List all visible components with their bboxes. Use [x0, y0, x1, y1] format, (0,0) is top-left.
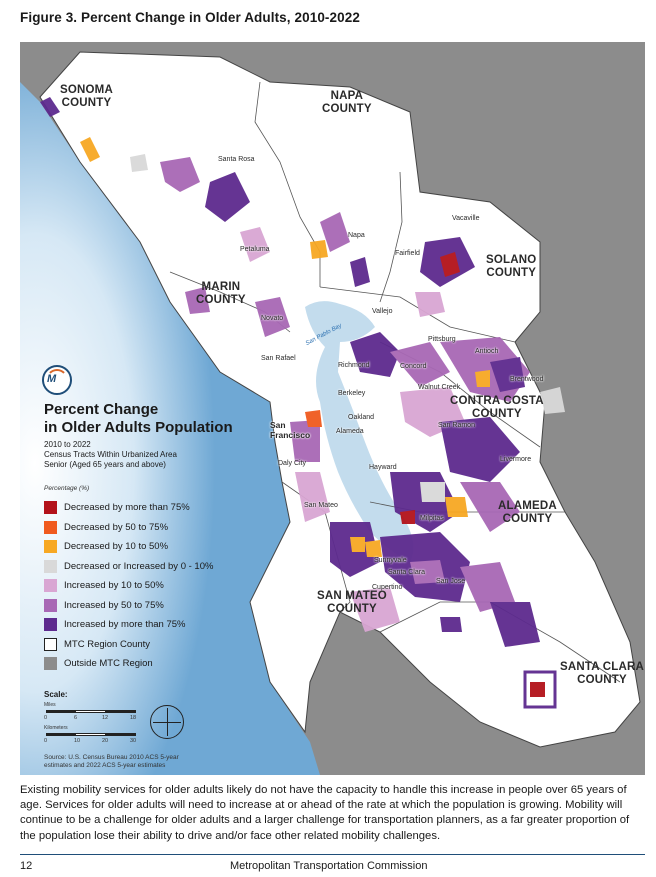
north-arrow-icon — [150, 705, 184, 739]
county-label-san-mateo: SAN MATEO COUNTY — [317, 590, 387, 615]
legend-subtitle: 2010 to 2022 Census Tracts Within Urbani… — [44, 440, 177, 469]
city-label: Berkeley — [338, 390, 366, 397]
legend-swatch — [44, 618, 57, 632]
city-label: Brentwood — [510, 376, 544, 383]
legend-swatch — [44, 520, 57, 534]
source-note: Source: U.S. Census Bureau 2010 ACS 5-ye… — [44, 754, 179, 769]
city-label: Antioch — [475, 348, 499, 355]
legend-item: MTC Region County — [44, 635, 213, 655]
scale-bar-km — [46, 733, 136, 736]
city-label: San Rafael — [261, 355, 296, 362]
city-label: Sunnyvale — [374, 557, 407, 564]
city-label: Cupertino — [372, 584, 403, 591]
legend-item: Decreased by 10 to 50% — [44, 537, 213, 557]
legend-title: Percent Change in Older Adults Populatio… — [44, 401, 233, 436]
city-label: Vacaville — [452, 215, 480, 222]
county-label-santa-clara: SANTA CLARA COUNTY — [560, 661, 644, 686]
county-label-contra-costa: CONTRA COSTA COUNTY — [450, 395, 544, 420]
county-label-marin: MARIN COUNTY — [196, 281, 246, 306]
city-label: Walnut Creek — [418, 384, 461, 391]
city-label: San Francisco — [270, 420, 311, 440]
scale-tick: 0 — [44, 715, 48, 721]
legend-item: Increased by more than 75% — [44, 615, 213, 635]
legend-swatch — [44, 598, 57, 612]
legend-swatch — [44, 501, 57, 515]
legend-item: Outside MTC Region — [44, 654, 213, 674]
legend-swatch — [44, 540, 57, 554]
city-label: Santa Clara — [388, 569, 425, 576]
city-label: Fairfield — [395, 250, 420, 257]
body-paragraph: Existing mobility services for older adu… — [20, 784, 630, 842]
scale-title: Scale: — [44, 690, 68, 699]
census-tracts — [40, 97, 565, 709]
san-francisco-bay — [305, 301, 414, 562]
footer-organization: Metropolitan Transportation Commission — [230, 860, 428, 872]
scale-tick: 0 — [44, 738, 48, 744]
legend-caption: Percentage (%) — [44, 485, 90, 492]
city-label: Oakland — [348, 414, 375, 421]
county-label-solano: SOLANO COUNTY — [486, 254, 537, 279]
city-label: Petaluma — [240, 246, 270, 253]
mtc-logo: M — [42, 365, 72, 395]
map: SONOMA COUNTY NAPA COUNTY SOLANO COUNTY MAR… — [20, 42, 645, 775]
city-label: Hayward — [369, 464, 397, 471]
scale-bar-miles — [46, 710, 136, 713]
city-label: Daly City — [278, 460, 307, 467]
scale-km-label: Kilometers — [44, 725, 68, 731]
legend-item: Increased by 10 to 50% — [44, 576, 213, 596]
city-label: Novato — [261, 315, 284, 322]
city-label: San Mateo — [304, 502, 338, 509]
city-label: Vallejo — [372, 308, 393, 315]
page-number: 12 — [20, 860, 33, 872]
city-label: Livermore — [500, 456, 532, 463]
county-label-napa: NAPA COUNTY — [322, 90, 372, 115]
city-label: Milpitas — [420, 515, 444, 522]
scale-tick: 20 — [102, 738, 109, 744]
scale-tick: 18 — [130, 715, 137, 721]
county-label-sonoma: SONOMA COUNTY — [60, 84, 113, 109]
legend-swatch — [44, 637, 57, 651]
map-canvas — [20, 51, 641, 775]
figure-title: Figure 3. Percent Change in Older Adults… — [20, 10, 360, 25]
scale-tick: 30 — [130, 738, 137, 744]
ocean — [20, 82, 320, 775]
city-label: Richmond — [338, 362, 370, 369]
city-label: Alameda — [336, 428, 364, 435]
city-label: Concord — [400, 363, 427, 370]
legend-item: Decreased by 50 to 75% — [44, 518, 213, 538]
legend-swatch — [44, 559, 57, 573]
county-label-alameda: ALAMEDA COUNTY — [498, 500, 557, 525]
legend-list: Decreased by more than 75% Decreased by … — [44, 498, 213, 674]
legend-item: Increased by 50 to 75% — [44, 596, 213, 616]
scale-tick: 12 — [102, 715, 109, 721]
legend-item: Decreased by more than 75% — [44, 498, 213, 518]
city-label: Santa Rosa — [218, 156, 255, 163]
legend-swatch — [44, 579, 57, 593]
city-label: San Jose — [436, 578, 466, 585]
city-label: Napa — [348, 232, 365, 239]
scale-tick: 10 — [74, 738, 81, 744]
city-label: San Ramon — [438, 422, 475, 429]
scale-tick: 6 — [74, 715, 78, 721]
legend-swatch — [44, 657, 57, 671]
city-label: Pittsburg — [428, 336, 456, 343]
legend-item: Decreased or Increased by 0 - 10% — [44, 557, 213, 577]
scale-miles-label: Miles — [44, 702, 56, 708]
footer-divider — [20, 854, 645, 855]
